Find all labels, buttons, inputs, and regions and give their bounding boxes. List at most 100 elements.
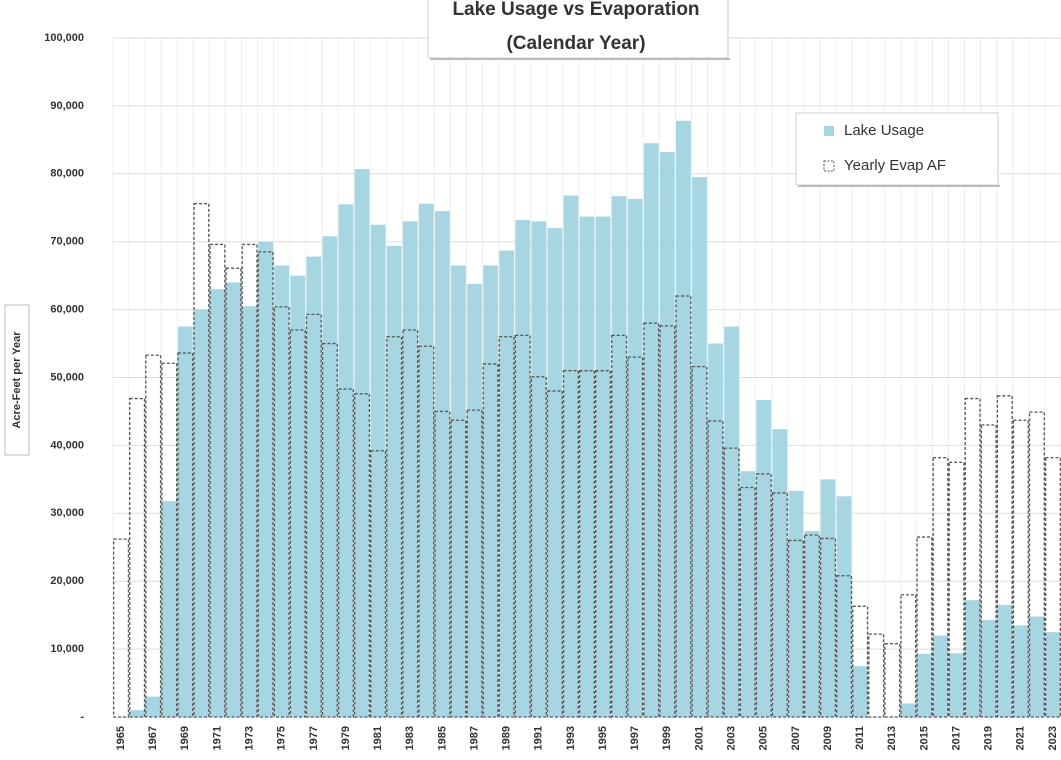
- evap-bar: [739, 486, 756, 718]
- evap-bar: [755, 473, 772, 718]
- usage-bar: [627, 198, 643, 718]
- y-tick-label: 100,000: [44, 32, 84, 44]
- usage-bar: [322, 236, 338, 717]
- evap-bar: [980, 424, 997, 718]
- usage-bar: [226, 282, 241, 717]
- y-tick-label: 10,000: [50, 643, 84, 655]
- evap-bar: [257, 251, 274, 718]
- x-tick-label: 1997: [629, 726, 641, 750]
- evap-bar: [177, 352, 194, 718]
- x-tick-label: 1991: [533, 726, 545, 750]
- evap-bar: [611, 334, 628, 718]
- usage-bar: [563, 195, 579, 717]
- evap-bar: [273, 306, 290, 718]
- evap-bar: [707, 420, 724, 718]
- legend-label: Yearly Evap AF: [844, 157, 946, 174]
- evap-bar: [112, 538, 130, 718]
- usage-bar: [708, 343, 723, 717]
- x-tick-label: 2023: [1047, 726, 1059, 750]
- usage-bar: [692, 177, 707, 717]
- x-tick-label: 2013: [886, 726, 898, 750]
- x-tick-label: 1965: [115, 726, 127, 750]
- usage-bar: [386, 245, 402, 718]
- x-tick-label: 1999: [661, 726, 673, 750]
- usage-bar: [788, 490, 804, 717]
- evap-bar: [193, 203, 210, 718]
- usage-bar: [595, 216, 611, 717]
- usage-bar: [820, 479, 836, 717]
- usage-bar: [274, 265, 290, 717]
- usage-bar: [933, 635, 948, 717]
- x-tick-label: 1985: [436, 726, 448, 750]
- evap-bar: [675, 295, 692, 718]
- usage-bar: [611, 196, 627, 717]
- evap-bar: [1012, 419, 1029, 718]
- x-tick-label: 1977: [308, 726, 320, 750]
- evap-bar: [305, 313, 322, 718]
- usage-bar: [418, 203, 434, 717]
- x-tick-label: 1989: [501, 726, 513, 750]
- evap-bar: [852, 605, 869, 718]
- evap-bar: [595, 370, 612, 718]
- evap-bar: [370, 450, 387, 718]
- evap-bar: [466, 409, 483, 718]
- usage-bar: [242, 306, 257, 717]
- evap-bar: [145, 354, 162, 718]
- evap-bar: [659, 325, 676, 718]
- y-tick-label: 30,000: [50, 507, 84, 519]
- evap-bar: [836, 575, 853, 718]
- usage-bar: [402, 221, 418, 717]
- usage-bar: [499, 250, 515, 718]
- chart-title: (Calendar Year): [506, 33, 645, 54]
- x-tick-label: 1983: [404, 726, 416, 750]
- evap-bar: [386, 336, 403, 718]
- y-tick-label: 50,000: [50, 371, 84, 383]
- evap-bar: [354, 393, 371, 718]
- usage-bar: [1045, 632, 1061, 717]
- evap-bar: [771, 492, 788, 718]
- usage-bar: [370, 224, 386, 717]
- evap-bar: [161, 362, 178, 718]
- usage-bar: [290, 275, 306, 717]
- evap-bar: [418, 345, 435, 718]
- usage-bar: [740, 471, 756, 717]
- usage-bar: [161, 501, 177, 717]
- x-tick-label: 2007: [790, 726, 802, 750]
- usage-bar: [997, 604, 1013, 717]
- usage-bar: [1029, 616, 1045, 717]
- usage-bar: [949, 653, 964, 717]
- x-tick-label: 2017: [950, 726, 962, 750]
- usage-bar: [531, 221, 547, 717]
- y-tick-label: 20,000: [50, 575, 84, 587]
- usage-bar: [451, 265, 466, 717]
- evap-bar: [884, 643, 901, 718]
- evap-bar: [932, 456, 949, 718]
- y-tick-label: 90,000: [50, 100, 84, 112]
- evap-bar: [996, 395, 1013, 718]
- evap-bar: [723, 447, 740, 718]
- usage-bar: [177, 326, 193, 717]
- x-tick-label: 1969: [179, 726, 191, 750]
- x-tick-label: 1993: [565, 726, 577, 750]
- x-tick-label: 1995: [597, 726, 609, 750]
- evap-bar: [514, 334, 531, 718]
- x-tick-label: 1971: [211, 726, 223, 750]
- chart-title: Lake Usage vs Evaporation: [452, 0, 699, 20]
- usage-bar: [467, 283, 482, 717]
- evap-bar: [916, 536, 933, 718]
- evap-bar: [691, 365, 708, 718]
- evap-bar: [321, 342, 338, 718]
- usage-bar: [852, 666, 868, 717]
- usage-bar: [258, 241, 274, 717]
- evap-bar: [868, 633, 885, 718]
- usage-bar: [1013, 625, 1029, 717]
- evap-bar: [1044, 456, 1061, 718]
- x-tick-label: 2011: [854, 726, 866, 750]
- evap-bar: [129, 397, 146, 718]
- x-tick-label: 2005: [758, 726, 770, 750]
- x-tick-label: 1975: [276, 726, 288, 750]
- evap-bar: [450, 419, 467, 718]
- usage-bar: [354, 169, 370, 717]
- x-tick-label: 2003: [726, 726, 738, 750]
